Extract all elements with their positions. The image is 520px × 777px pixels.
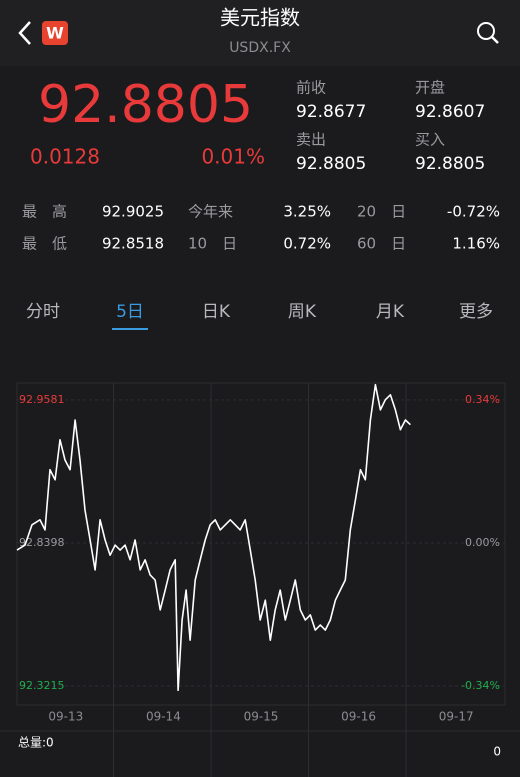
tab[interactable]: 更多 xyxy=(459,302,493,322)
stat-label: 60 日 xyxy=(357,235,406,253)
stat-label: 今年来 xyxy=(188,203,233,221)
stat-label: 最 高 xyxy=(22,203,67,221)
stat-label: 10 日 xyxy=(188,235,237,253)
logo-letter: W xyxy=(46,24,64,43)
back-button[interactable] xyxy=(18,21,31,45)
tab[interactable]: 5日 xyxy=(116,302,144,322)
field-label: 买入 xyxy=(415,131,445,149)
stat-value: 92.8518 xyxy=(102,235,164,253)
logo xyxy=(42,21,68,45)
change-pct: 0.01% xyxy=(201,145,265,169)
stat-value: 0.72% xyxy=(283,235,331,253)
field-value: 92.8677 xyxy=(296,102,366,122)
price: 92.8805 xyxy=(38,75,253,135)
volume-label: 总量:0 xyxy=(18,736,54,750)
y-tick-label: 92.8398 xyxy=(19,536,65,549)
change: 0.0128 xyxy=(30,145,100,169)
stat-value: -0.72% xyxy=(447,203,500,221)
tab-underline xyxy=(112,328,148,330)
x-tick-label: 09-13 xyxy=(48,710,83,724)
chart-frame xyxy=(16,382,506,706)
field-value: 92.8607 xyxy=(415,102,485,122)
stat-label: 最 低 xyxy=(22,235,67,253)
title: 美元指数 xyxy=(220,6,300,30)
field-value: 92.8805 xyxy=(415,154,485,174)
day-separators xyxy=(113,383,407,777)
tab[interactable]: 月K xyxy=(376,302,405,322)
y-tick-label: 92.9581 xyxy=(19,393,65,406)
x-tick-label: 09-17 xyxy=(439,710,474,724)
stat-value: 92.9025 xyxy=(102,203,164,221)
tab[interactable]: 日K xyxy=(202,302,231,322)
x-tick-label: 09-16 xyxy=(341,710,376,724)
stat-label: 20 日 xyxy=(357,203,406,221)
y-tick-label: 92.3215 xyxy=(19,679,65,692)
field-value: 92.8805 xyxy=(296,154,366,174)
volume-value: 0 xyxy=(493,745,501,759)
y2-tick-label: 0.34% xyxy=(465,393,500,406)
search-button[interactable] xyxy=(477,22,499,44)
price-line xyxy=(16,383,411,692)
stat-value: 3.25% xyxy=(283,203,331,221)
field-label: 卖出 xyxy=(296,131,326,149)
tab[interactable]: 分时 xyxy=(26,302,60,322)
field-label: 开盘 xyxy=(415,79,445,97)
nav-bar xyxy=(0,0,520,66)
stat-value: 1.16% xyxy=(452,235,500,253)
y2-tick-label: 0.00% xyxy=(465,536,500,549)
x-tick-label: 09-14 xyxy=(146,710,181,724)
x-tick-label: 09-15 xyxy=(244,710,279,724)
field-label: 前收 xyxy=(296,79,326,97)
subtitle: USDX.FX xyxy=(229,40,291,56)
y2-tick-label: -0.34% xyxy=(461,679,500,692)
tab[interactable]: 周K xyxy=(288,302,317,322)
